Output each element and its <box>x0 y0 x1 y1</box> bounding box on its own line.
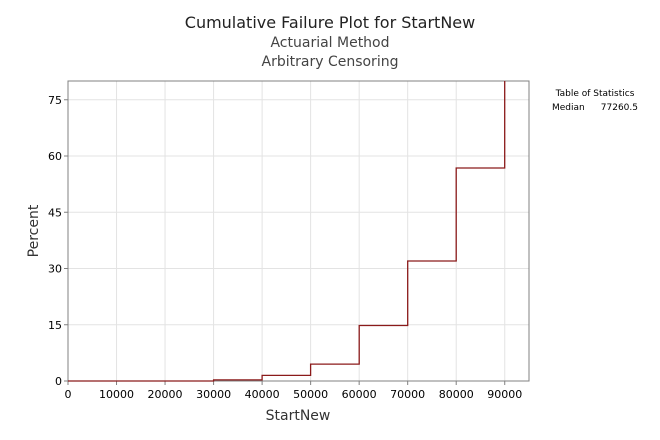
y-axis-ticks: 0 15 30 45 60 75 <box>48 94 68 388</box>
gridlines <box>68 81 529 381</box>
x-tick-label: 80000 <box>439 388 474 401</box>
x-tick-label: 40000 <box>245 388 280 401</box>
x-tick-label: 20000 <box>148 388 183 401</box>
x-tick-label: 70000 <box>390 388 425 401</box>
chart-subtitle-censoring: Arbitrary Censoring <box>262 54 399 70</box>
x-tick-label: 30000 <box>196 388 231 401</box>
y-tick-label: 75 <box>48 94 62 107</box>
y-tick-label: 30 <box>48 263 62 276</box>
x-axis-ticks: 0 10000 20000 30000 40000 50000 60000 70000 8000… <box>65 381 522 401</box>
chart-subtitle-method: Actuarial Method <box>270 35 389 51</box>
y-tick-label: 45 <box>48 206 62 219</box>
x-tick-label: 10000 <box>99 388 134 401</box>
stats-row-value: 77260.5 <box>601 103 638 113</box>
x-tick-label: 50000 <box>293 388 328 401</box>
x-axis-label: StartNew <box>266 408 331 424</box>
cumulative-failure-step-line <box>68 81 506 382</box>
plot-area-frame <box>67 80 530 382</box>
y-axis-label: Percent <box>26 204 42 257</box>
chart-title: Cumulative Failure Plot for StartNew <box>185 13 475 32</box>
x-tick-label: 60000 <box>342 388 377 401</box>
y-tick-label: 0 <box>55 375 62 388</box>
stats-table-title: Table of Statistics <box>555 89 635 99</box>
y-tick-label: 60 <box>48 150 62 163</box>
y-tick-label: 15 <box>48 319 62 332</box>
series-layer <box>67 80 506 382</box>
x-tick-label: 0 <box>65 388 72 401</box>
x-tick-label: 90000 <box>487 388 522 401</box>
stats-row-label: Median <box>552 103 585 113</box>
